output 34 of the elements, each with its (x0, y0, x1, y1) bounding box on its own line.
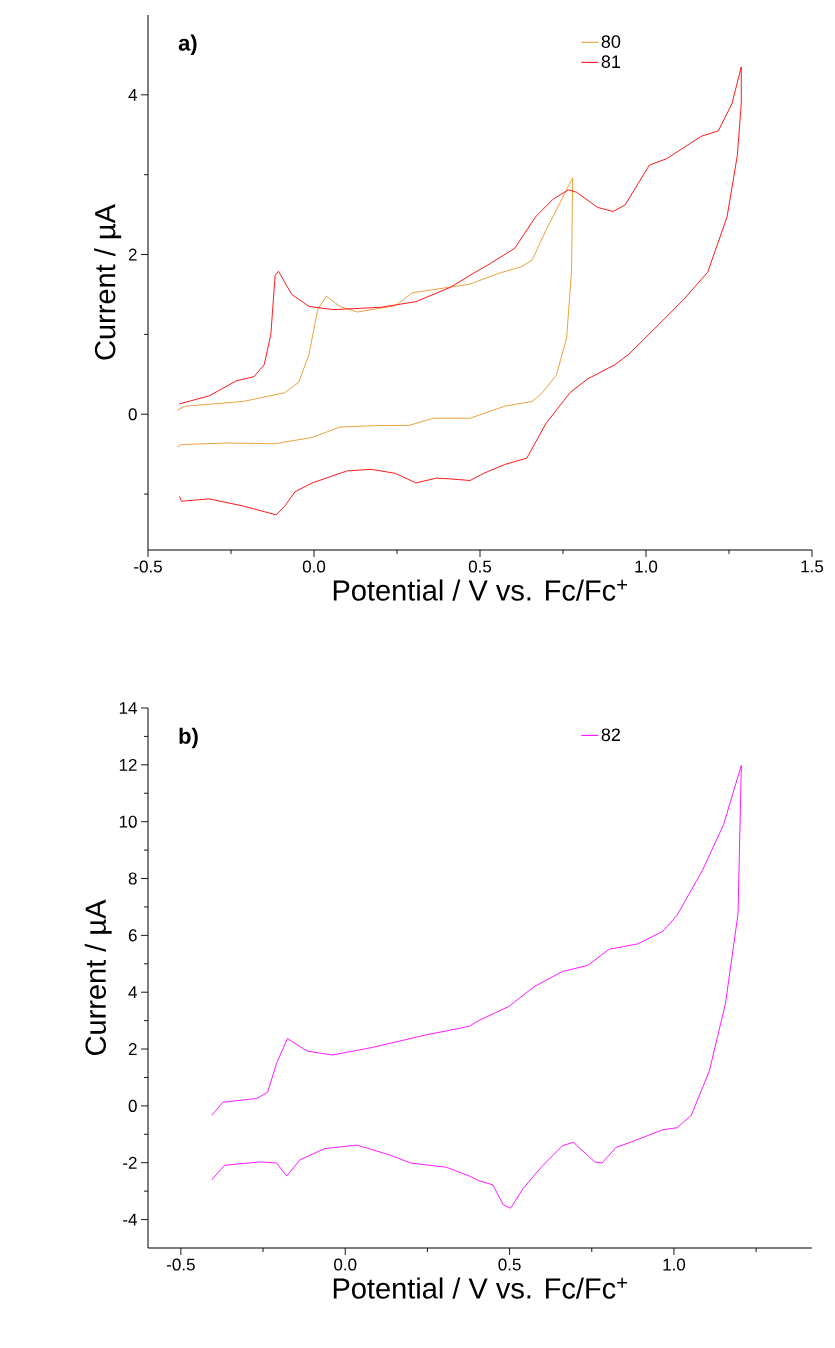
y-tick-label: 12 (119, 758, 137, 771)
y-axis-title: Current / µA (84, 899, 112, 1055)
legend-label: 81 (601, 55, 620, 69)
x-axis-title: Potential / V vs. Fc/Fc$^{+}$ (333, 1277, 628, 1299)
y-tick-label: 2 (128, 1043, 137, 1055)
line-series (176, 177, 574, 448)
legend-label: 82 (601, 728, 620, 742)
y-tick-label: 14 (119, 702, 137, 714)
x-tick-label: 0.5 (498, 1258, 521, 1271)
y-tick-label: 4 (128, 88, 137, 101)
annotation: a) (178, 34, 197, 56)
x-tick-label: 0.0 (334, 1258, 357, 1271)
y-tick-label: 2 (128, 248, 137, 261)
y-tick-label: 0 (128, 1099, 137, 1112)
y-tick-label: 10 (119, 815, 137, 828)
annotation: b) (179, 727, 198, 749)
x-tick-label: -0.5 (134, 560, 162, 573)
y-tick-label: 8 (128, 872, 137, 885)
y-tick-label: 4 (128, 986, 137, 999)
y-tick-label: 0 (128, 408, 137, 421)
x-tick-label: 1.0 (635, 560, 658, 573)
line-series (211, 764, 742, 1209)
line-series (179, 66, 742, 516)
y-tick-label: 6 (128, 929, 137, 942)
x-tick-label: 0.0 (302, 560, 326, 573)
y-axis-title: Current / µA (94, 204, 122, 360)
y-tick-label: -4 (123, 1213, 137, 1226)
x-tick-label: -0.5 (166, 1258, 195, 1271)
x-tick-label: 1.0 (663, 1258, 686, 1271)
y-tick-label: -2 (123, 1156, 137, 1169)
x-tick-label: 1.5 (801, 560, 824, 573)
x-tick-label: 0.5 (468, 560, 492, 573)
x-axis-title: Potential / V vs. Fc/Fc$^{+}$ (333, 579, 628, 601)
legend-label: 80 (601, 35, 621, 48)
